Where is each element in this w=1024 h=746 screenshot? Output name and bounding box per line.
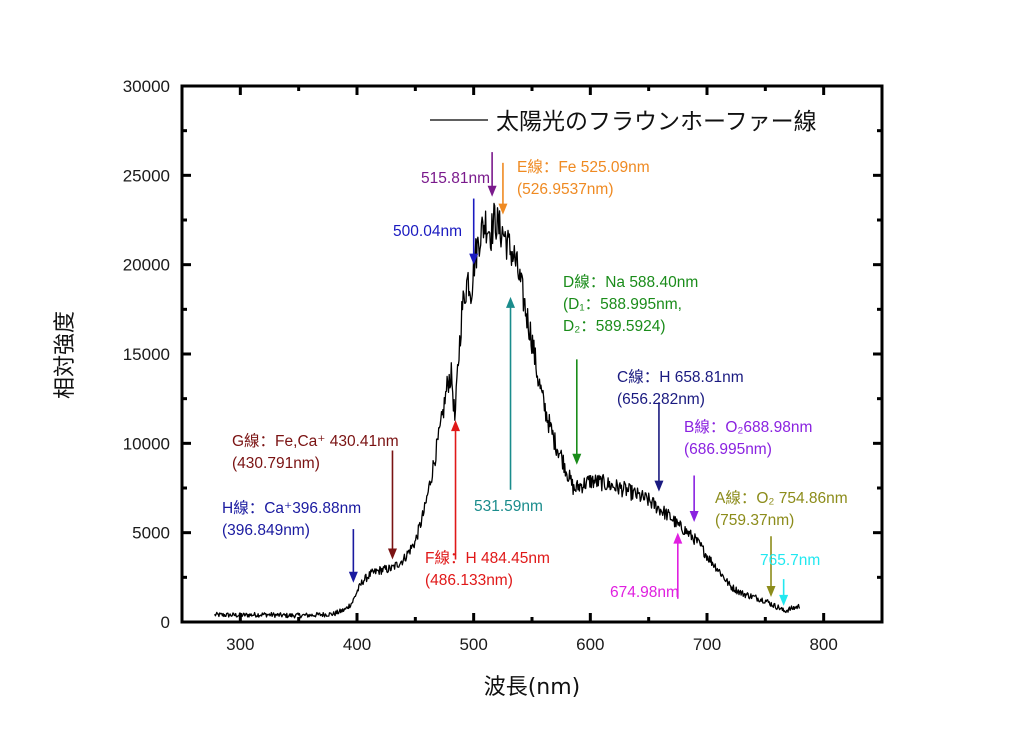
- x-tick-label: 700: [693, 635, 721, 654]
- annotation-arrow-head: [348, 571, 358, 583]
- annotation-arrow-head: [498, 203, 508, 215]
- annotation-arrow-head: [572, 453, 582, 465]
- annotation-label: (759.37nm): [715, 512, 794, 529]
- annotation-label: (686.995nm): [684, 441, 772, 458]
- y-tick-label: 30000: [123, 77, 170, 96]
- y-tick-label: 20000: [123, 256, 170, 275]
- x-tick-label: 300: [226, 635, 254, 654]
- x-tick-label: 500: [459, 635, 487, 654]
- annotations: H線：Ca⁺396.88nm(396.849nm)G線：Fe,Ca⁺ 430.4…: [222, 152, 848, 606]
- annotation-label: F線：H 484.45nm: [425, 549, 550, 567]
- y-tick-label: 25000: [123, 166, 170, 185]
- axis-tick-labels: 300 400 500 600 700 800 0 5000 10000 15000 20000 25…: [123, 77, 838, 654]
- x-axis-title: 波長(nm): [484, 675, 581, 700]
- y-tick-label: 10000: [123, 434, 170, 453]
- y-tick-label: 5000: [132, 524, 170, 543]
- y-tick-label: 0: [161, 613, 170, 632]
- annotation-arrow-head: [779, 594, 789, 606]
- annotation-arrow-head: [451, 420, 461, 432]
- annotation-a-line: A線：O₂ 754.86nm (759.37nm): [715, 489, 848, 597]
- annotation-500-line: 500.04nm: [393, 198, 479, 265]
- annotation-h-line: H線：Ca⁺396.88nm (396.849nm): [222, 499, 361, 583]
- annotation-f-line: F線：H 484.45nm (486.133nm): [425, 420, 550, 589]
- annotation-label: (486.133nm): [425, 572, 513, 589]
- annotation-label: (396.849nm): [222, 522, 310, 539]
- annotation-label: 765.7nm: [760, 552, 820, 569]
- annotation-label: 500.04nm: [393, 223, 462, 240]
- annotation-d-line: D線：Na 588.40nm (D₁：588.995nm, D₂：589.5924): [563, 273, 698, 465]
- x-tick-label: 800: [809, 635, 837, 654]
- annotation-label: (D₁：588.995nm,: [563, 296, 682, 313]
- annotation-g-line: G線：Fe,Ca⁺ 430.41nm (430.791nm): [232, 432, 399, 560]
- annotation-label: (656.282nm): [617, 391, 705, 408]
- x-tick-label: 400: [343, 635, 371, 654]
- annotation-arrow-head: [487, 185, 497, 197]
- spectrum-line: [214, 202, 800, 619]
- annotation-label: B線：O₂688.98nm: [684, 418, 812, 436]
- series-layer: [214, 202, 800, 619]
- annotation-arrow-head: [766, 585, 776, 597]
- annotation-label: (430.791nm): [232, 455, 320, 472]
- annotation-674-line: 674.98nm: [610, 532, 683, 601]
- annotation-label: 674.98nm: [610, 584, 679, 601]
- annotation-arrow-head: [506, 296, 516, 308]
- axis-ticks: [182, 84, 882, 624]
- legend: 太陽光のフラウンホーファー線: [430, 109, 817, 135]
- annotation-c-line: C線：H 658.81nm (656.282nm): [617, 368, 744, 492]
- annotation-arrow-head: [689, 510, 699, 522]
- annotation-label: D₂：589.5924): [563, 318, 666, 335]
- annotation-531-line: 531.59nm: [474, 296, 543, 515]
- annotation-515-line: 515.81nm: [421, 152, 497, 197]
- annotation-label: 515.81nm: [421, 170, 490, 187]
- annotation-label: H線：Ca⁺396.88nm: [222, 499, 361, 517]
- annotation-b-line: B線：O₂688.98nm (686.995nm): [684, 418, 812, 522]
- legend-label: 太陽光のフラウンホーファー線: [496, 109, 817, 135]
- annotation-label: 531.59nm: [474, 498, 543, 515]
- annotation-label: E線：Fe 525.09nm: [517, 158, 650, 176]
- annotation-arrow-head: [469, 253, 479, 265]
- annotation-label: C線：H 658.81nm: [617, 368, 744, 386]
- annotation-label: G線：Fe,Ca⁺ 430.41nm: [232, 432, 399, 450]
- annotation-label: (526.9537nm): [517, 181, 614, 198]
- x-tick-label: 600: [576, 635, 604, 654]
- annotation-765-line: 765.7nm: [760, 552, 820, 606]
- y-axis-title: 相対強度: [53, 311, 78, 399]
- annotation-arrow-head: [654, 480, 664, 492]
- annotation-label: A線：O₂ 754.86nm: [715, 489, 848, 507]
- annotation-arrow-head: [673, 532, 683, 544]
- annotation-arrow-head: [387, 548, 397, 560]
- y-tick-label: 15000: [123, 345, 170, 364]
- annotation-label: D線：Na 588.40nm: [563, 273, 698, 291]
- annotation-e-line: E線：Fe 525.09nm (526.9537nm): [498, 158, 650, 215]
